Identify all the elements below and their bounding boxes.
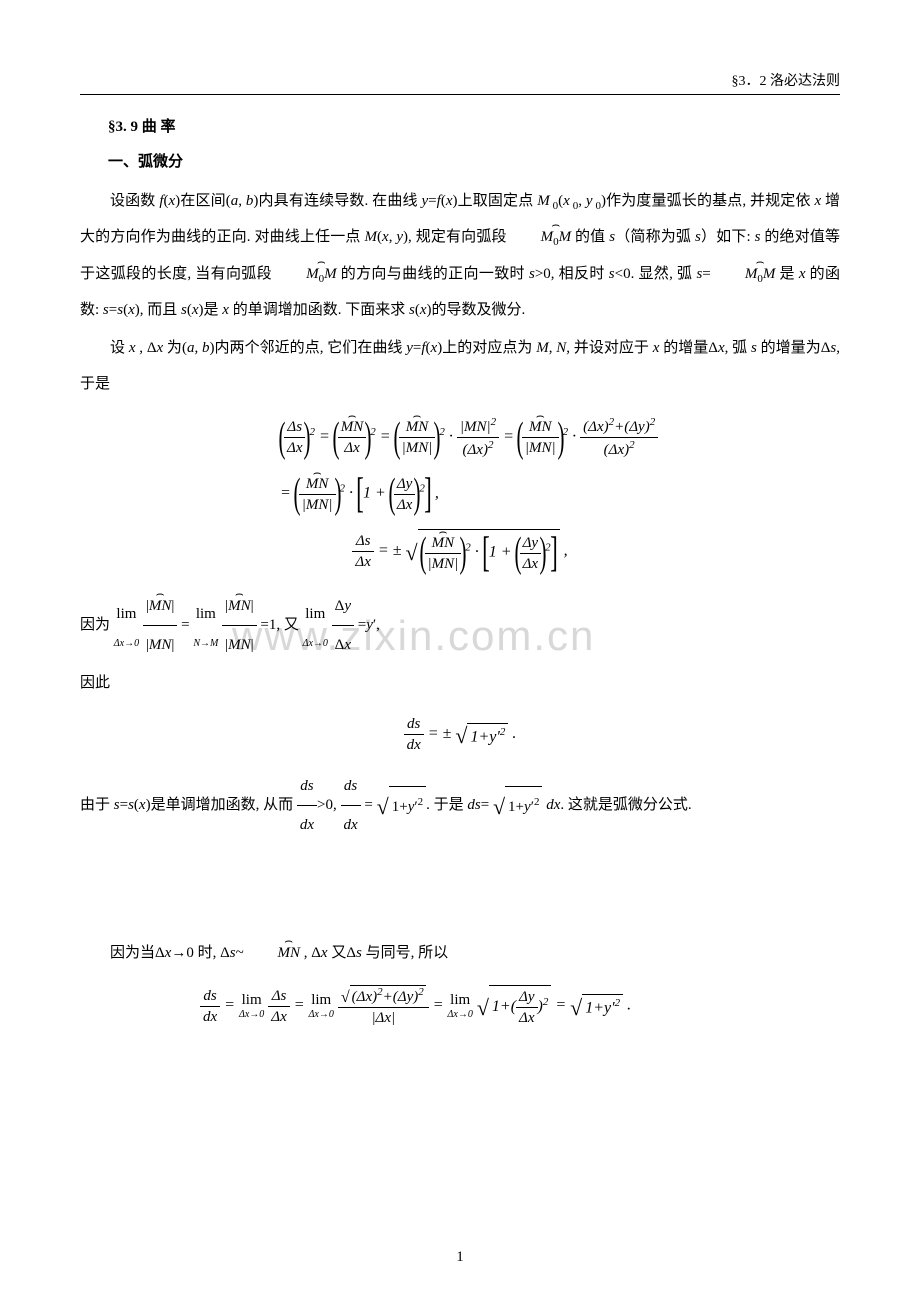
t: 由于 — [80, 797, 114, 813]
t: 因为当 — [110, 945, 155, 961]
t: , 而且 — [140, 302, 181, 318]
t: 为( — [167, 340, 187, 356]
section-title: §3. 9 曲 率 — [108, 115, 840, 136]
t: 的导数及微分. — [432, 302, 526, 318]
paragraph-4: 由于 s=s(x)是单调增加函数, 从而 dsdx>0, dsdx = √1+y… — [80, 768, 840, 843]
paragraph-5: 因为当Δx→0 时, Δs~ MN , Δx 又Δs 与同号, 所以 — [80, 935, 840, 971]
t: , 并设对应于 — [566, 340, 652, 356]
t: 的值 — [575, 229, 605, 245]
t: <0. 显然, 弧 — [615, 266, 697, 282]
equation-5: dsdx = limΔx→0 ΔsΔx = limΔx→0 √(Δx)2+(Δy… — [80, 985, 840, 1027]
t: 是 — [779, 266, 798, 282]
t: , 规定有向弧段 — [408, 229, 507, 245]
paragraph-3: 设 x , Δx 为(a, b)内两个邻近的点, 它们在曲线 y=f(x)上的对… — [80, 330, 840, 402]
paragraph-therefore: 因此 — [80, 665, 840, 701]
t: 在区间( — [180, 193, 231, 209]
sub-title: 一、弧微分 — [108, 150, 840, 171]
t: （简称为弧 — [615, 229, 695, 245]
t: 设函数 — [110, 193, 155, 209]
page: www.zixin.com.cn §3．2 洛必达法则 §3. 9 曲 率 一、… — [0, 0, 920, 1300]
t: 因为 — [80, 617, 110, 633]
t: , 弧 — [725, 340, 751, 356]
t: 又 — [328, 945, 347, 961]
t: 的增量 — [659, 340, 708, 356]
t: >0, 相反时 — [535, 266, 609, 282]
equation-2: = (MN|MN|)2 · [1 + (ΔyΔx)2] , — [80, 473, 840, 515]
equation-3: ΔsΔx = ± √ (MN|MN|)2 · [1 + (ΔyΔx)2] , — [80, 529, 840, 574]
content-root: §3．2 洛必达法则 §3. 9 曲 率 一、弧微分 设函数 f(x)在区间(a… — [80, 70, 840, 1027]
t: , 又 — [276, 617, 299, 633]
t: 作为度量弧长的基点, 并规定依 — [606, 193, 815, 209]
t: 上的对应点为 — [442, 340, 536, 356]
t: 的方向与曲线的正向一致时 — [341, 266, 529, 282]
running-header: §3．2 洛必达法则 — [80, 70, 840, 95]
t: 的单调增加函数. 下面来求 — [229, 302, 409, 318]
t: →0 时, — [171, 945, 220, 961]
t: )内具有连续导数. 在曲线 — [253, 193, 421, 209]
t: 设 — [110, 340, 125, 356]
t: ）如下: — [701, 229, 755, 245]
t: 与同号, 所以 — [362, 945, 448, 961]
t: . 这就是弧微分公式. — [560, 797, 691, 813]
t: . 于是 — [426, 797, 467, 813]
paragraph-because: 因为 limΔx→0 |MN||MN| = limN→M |MN||MN| =1… — [80, 588, 840, 663]
t: 的增量为 — [757, 340, 821, 356]
t: 上取固定点 — [457, 193, 537, 209]
spacer — [80, 845, 840, 935]
page-number: 1 — [0, 1249, 920, 1266]
t: 是单调增加函数, 从而 — [151, 797, 294, 813]
equation-4: dsdx = ± √1+y′2 . — [80, 715, 840, 754]
t: 是 — [204, 302, 223, 318]
t: )内两个邻近的点, 它们在曲线 — [209, 340, 406, 356]
paragraph-1: 设函数 f(x)在区间(a, b)内具有连续导数. 在曲线 y=f(x)上取固定… — [80, 183, 840, 328]
equation-1: (ΔsΔx)2 = (MNΔx)2 = (MN|MN|)2 · |MN|2(Δx… — [80, 416, 840, 459]
t: >0, — [317, 797, 340, 813]
